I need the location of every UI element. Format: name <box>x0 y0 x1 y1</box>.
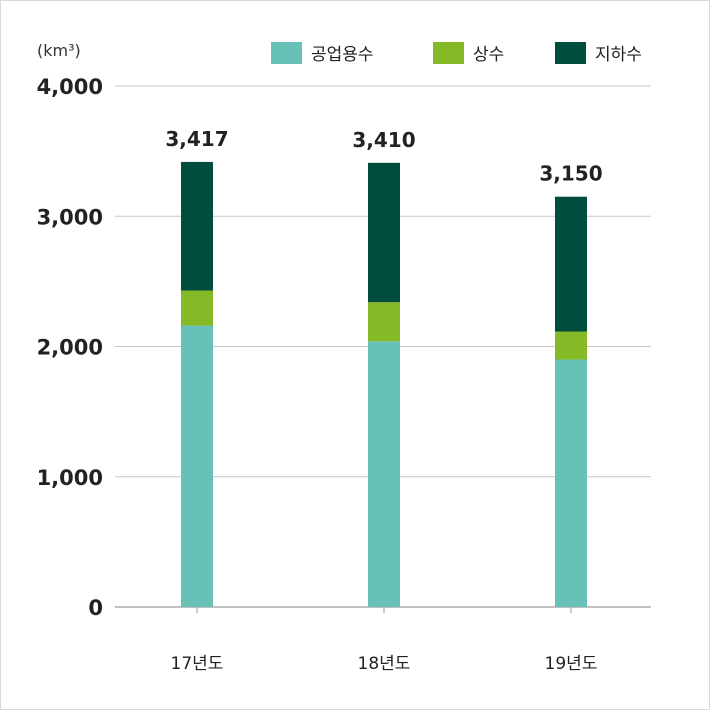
legend-label: 지하수 <box>595 45 642 65</box>
legend-label: 공업용수 <box>311 45 374 65</box>
legend-swatch <box>271 42 302 64</box>
total-labels: 3,417 3,410 3,150 <box>165 127 602 186</box>
bar-segment <box>368 341 400 607</box>
y-tick-label: 3,000 <box>37 205 103 229</box>
bar-segment <box>368 162 400 303</box>
bar-segment <box>555 359 587 607</box>
bar-segment <box>368 302 400 342</box>
bars <box>181 161 587 607</box>
bar-segment <box>555 196 587 332</box>
bar-segment <box>181 161 213 291</box>
legend-item: 공업용수 <box>271 42 374 65</box>
y-tick-label: 1,000 <box>37 466 103 490</box>
x-tick-label: 17년도 <box>171 654 224 674</box>
y-tick-label: 0 <box>88 596 103 620</box>
y-tick-labels: 0 1,000 2,000 3,000 4,000 <box>37 75 103 620</box>
legend: 공업용수 상수 지하수 <box>271 42 642 65</box>
y-tick-label: 4,000 <box>37 75 103 99</box>
legend-label: 상수 <box>473 45 504 65</box>
x-tick-label: 18년도 <box>358 654 411 674</box>
bar-segment <box>555 331 587 360</box>
bar-segment <box>181 290 213 326</box>
y-axis-unit: (km³) <box>37 41 81 60</box>
legend-swatch <box>433 42 464 64</box>
total-label: 3,410 <box>352 128 415 152</box>
legend-item: 상수 <box>433 42 504 65</box>
bar-segment <box>181 325 213 607</box>
x-tick-label: 19년도 <box>545 654 598 674</box>
legend-swatch <box>555 42 586 64</box>
y-tick-label: 2,000 <box>37 336 103 360</box>
total-label: 3,417 <box>165 127 228 151</box>
x-tick-labels: 17년도 18년도 19년도 <box>171 607 598 674</box>
legend-item: 지하수 <box>555 42 642 65</box>
total-label: 3,150 <box>539 162 602 186</box>
